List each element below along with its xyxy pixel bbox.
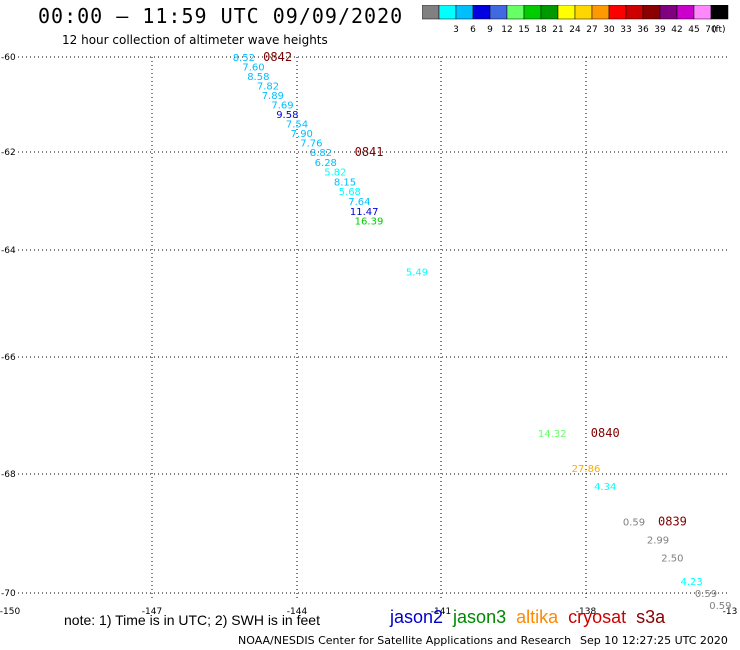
colorbar-label: 3: [453, 25, 459, 35]
satellite-legend: jason2 jason3 altika cryosat s3a: [390, 607, 675, 628]
colorbar-label: 12: [501, 25, 512, 35]
colorbar-label: 21: [552, 25, 563, 35]
pass-time-label: 0842: [263, 50, 292, 64]
credit-line: NOAA/NESDIS Center for Satellite Applica…: [238, 634, 572, 647]
wave-height-label: 6.28: [315, 158, 337, 169]
wave-height-label: 5.82: [324, 168, 346, 179]
colorbar-label: 6: [470, 25, 476, 35]
wave-height-label: 4.23: [680, 577, 702, 588]
pass-time-label: 0841: [355, 145, 384, 159]
y-tick-label: -70: [1, 589, 16, 599]
wave-height-label: 0.59: [709, 601, 731, 612]
wave-height-label: 0.59: [623, 518, 645, 529]
colorbar-label: 18: [535, 25, 547, 35]
chart-title: 00:00 – 11:59 UTC 09/09/2020: [38, 4, 404, 28]
legend-item-jason2: jason2: [390, 607, 444, 627]
wave-height-label: 2.50: [661, 553, 683, 564]
wave-height-label: 7.90: [291, 129, 313, 140]
wave-height-label: 7.54: [286, 120, 308, 131]
y-tick-label: -66: [1, 353, 16, 363]
wave-height-label: 0.59: [695, 589, 717, 600]
y-tick-label: -64: [1, 246, 16, 256]
colorbar-label: 36: [637, 25, 649, 35]
wave-height-label: 7.64: [348, 197, 370, 208]
wave-height-label: 27.86: [572, 464, 601, 475]
colorbar-label: 33: [620, 25, 631, 35]
legend-item-cryosat: cryosat: [568, 607, 627, 627]
x-tick-label: -141: [431, 607, 451, 617]
colorbar-label: 9: [487, 25, 493, 35]
wave-height-label: 4.34: [594, 482, 616, 493]
y-tick-label: -62: [1, 148, 16, 158]
color-scale-legend: 3 6 9 12 15 18 21 24 27 30 33 36 39 42 45 70(ft): [422, 5, 729, 35]
wave-height-label: 14.32: [538, 429, 567, 440]
wave-height-label: 11.47: [350, 207, 379, 218]
wave-height-label: 8.58: [247, 72, 269, 83]
wave-height-label: 7.89: [262, 91, 284, 102]
x-tick-label: -13: [723, 607, 738, 617]
legend-item-s3a: s3a: [636, 607, 666, 627]
wave-height-label: 7.76: [300, 139, 322, 150]
colorbar-label: 30: [603, 25, 615, 35]
wave-height-label: 7.69: [271, 101, 293, 112]
footer-note: note: 1) Time is in UTC; 2) SWH is in fe…: [64, 612, 320, 628]
wave-height-label: 7.60: [242, 63, 264, 74]
y-tick-label: -60: [1, 53, 16, 63]
colorbar-label: 15: [518, 25, 529, 35]
y-tick-label: -68: [1, 470, 16, 480]
colorbar-label: 42: [671, 25, 682, 35]
wave-height-label: 8.52: [233, 53, 255, 64]
wave-height-label: 8.15: [334, 177, 356, 188]
wave-height-label: 5.68: [339, 187, 361, 198]
colorbar-label: 24: [569, 25, 581, 35]
pass-time-label: 0839: [658, 515, 687, 529]
colorbar-label: 27: [586, 25, 597, 35]
wave-height-label: 5.49: [406, 267, 428, 278]
colorbar-label: 45: [688, 25, 699, 35]
wave-height-label: 2.99: [647, 535, 669, 546]
legend-item-jason3: jason3: [453, 607, 507, 627]
wave-height-label: 7.82: [257, 82, 279, 93]
pass-time-label: 0840: [591, 426, 620, 440]
colorbar-swatch: [710, 5, 729, 20]
wave-height-label: 8.82: [310, 148, 332, 159]
x-tick-label: -144: [287, 607, 308, 617]
generated-timestamp: Sep 10 12:27:25 UTC 2020: [580, 634, 728, 647]
colorbar-label: 39: [654, 25, 666, 35]
chart-subtitle: 12 hour collection of altimeter wave hei…: [62, 33, 328, 47]
x-tick-label: -147: [142, 607, 162, 617]
wave-height-label: 9.58: [276, 110, 298, 121]
wave-height-label: 16.39: [355, 217, 384, 228]
x-tick-label: -138: [576, 607, 597, 617]
x-tick-label: -150: [0, 607, 20, 617]
colorbar-label: 70: [705, 25, 717, 35]
legend-item-altika: altika: [516, 607, 559, 627]
colorbar-units: (ft): [712, 25, 726, 35]
